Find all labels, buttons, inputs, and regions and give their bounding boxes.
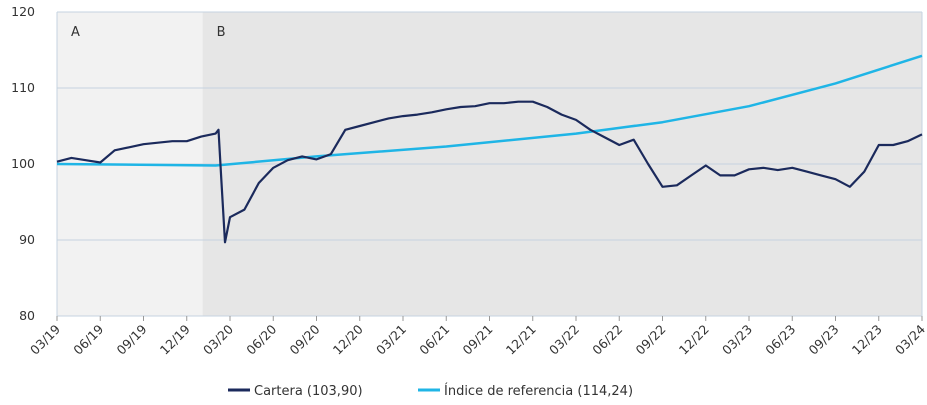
x-tick-label: 03/20: [200, 321, 236, 357]
y-tick-label: 90: [19, 232, 35, 247]
region-label: A: [71, 25, 80, 40]
x-tick-label: 06/22: [589, 322, 625, 358]
x-tick-label: 09/21: [460, 322, 496, 358]
x-tick-label: 12/20: [330, 321, 366, 357]
series-line: [56, 100, 923, 244]
x-tick-label: 03/23: [719, 322, 755, 358]
x-tick-label: 12/21: [503, 322, 539, 358]
x-tick-label: 06/23: [762, 322, 798, 358]
x-tick-label: 03/19: [27, 321, 63, 357]
y-tick-label: 120: [11, 4, 35, 19]
y-tick-label: 100: [11, 156, 35, 171]
y-tick-label: 110: [11, 80, 35, 95]
y-tick-label: 80: [19, 308, 35, 323]
x-tick-label: 03/22: [546, 322, 582, 358]
x-tick-label: 09/22: [633, 322, 669, 358]
x-tick-label: 12/23: [849, 322, 885, 358]
x-tick-label: 09/20: [287, 321, 323, 357]
x-tick-label: 06/19: [70, 321, 106, 357]
series-line: [56, 54, 923, 167]
x-tick-label: 12/19: [157, 321, 193, 357]
x-tick-label: 12/22: [676, 322, 712, 358]
x-tick-label: 09/19: [114, 321, 150, 357]
legend-label: Índice de referencia (114,24): [444, 383, 633, 399]
legend-label: Cartera (103,90): [254, 384, 363, 399]
x-tick-label: 03/21: [373, 322, 409, 358]
region-label: B: [217, 25, 226, 40]
x-tick-label: 09/23: [806, 322, 842, 358]
x-tick-label: 03/24: [892, 321, 927, 357]
x-tick-label: 06/20: [243, 321, 279, 357]
x-tick-label: 06/21: [416, 322, 452, 358]
